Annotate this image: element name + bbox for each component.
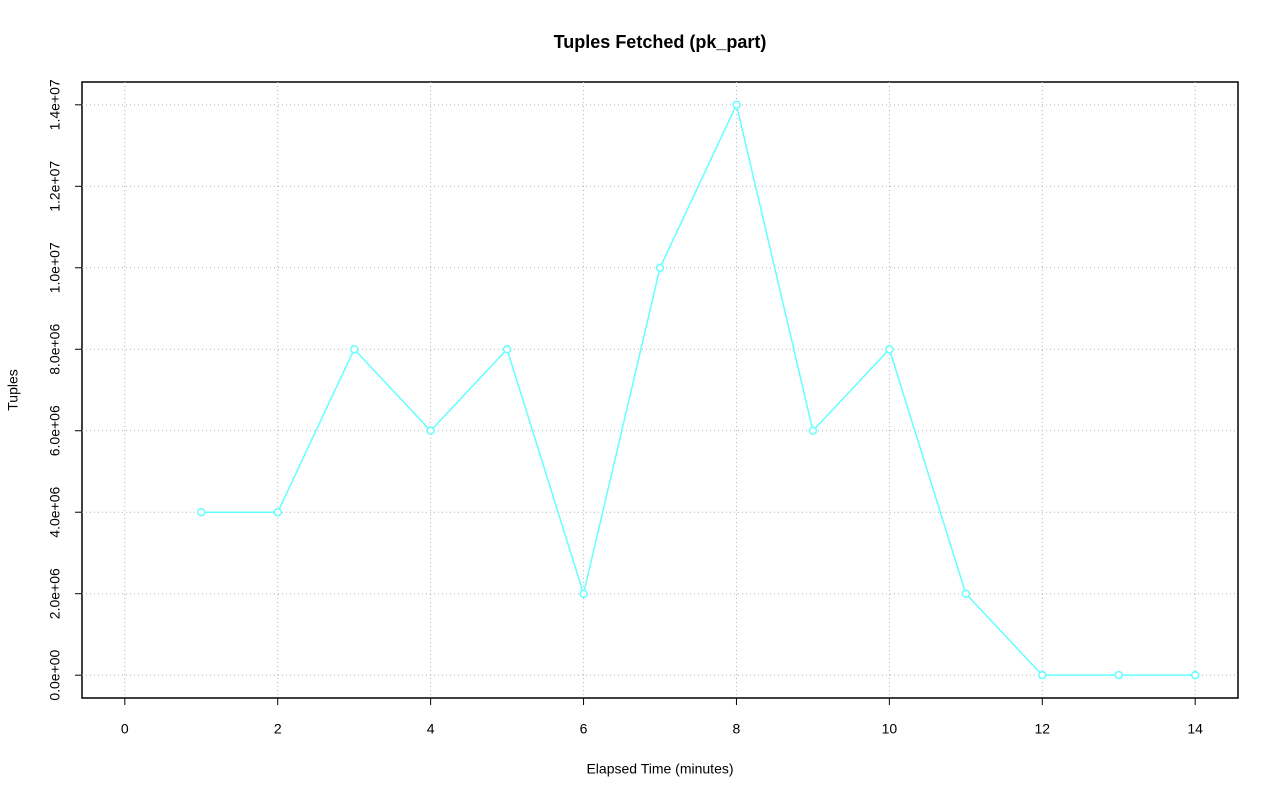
y-axis-label: Tuples bbox=[5, 369, 21, 411]
x-tick-label: 0 bbox=[121, 721, 129, 737]
data-point bbox=[349, 345, 359, 354]
x-tick-label: 12 bbox=[1034, 721, 1050, 737]
x-tick-label: 6 bbox=[580, 721, 588, 737]
y-tick-label: 1.4e+07 bbox=[47, 79, 63, 130]
data-point bbox=[1038, 670, 1047, 680]
data-point bbox=[885, 345, 894, 354]
data-point bbox=[961, 589, 971, 598]
y-tick-label: 1.0e+07 bbox=[47, 242, 63, 293]
data-point bbox=[426, 426, 435, 435]
x-tick-label: 2 bbox=[274, 721, 282, 737]
data-point bbox=[1114, 670, 1123, 680]
data-point bbox=[273, 507, 282, 517]
chart-title: Tuples Fetched (pk_part) bbox=[554, 32, 767, 52]
y-tick-label: 2.0e+06 bbox=[47, 568, 63, 619]
data-point bbox=[1190, 670, 1200, 680]
data-point bbox=[732, 100, 741, 110]
y-tick-label: 8.0e+06 bbox=[47, 324, 63, 375]
data-point bbox=[197, 507, 206, 517]
data-point bbox=[808, 426, 818, 435]
y-tick-label: 4.0e+06 bbox=[47, 487, 63, 538]
y-tick-label: 1.2e+07 bbox=[47, 161, 63, 212]
x-tick-label: 10 bbox=[882, 721, 898, 737]
data-line bbox=[201, 102, 1196, 676]
y-tick-label: 6.0e+06 bbox=[47, 405, 63, 456]
y-tick-label: 0.0e+00 bbox=[47, 649, 63, 700]
x-axis-label: Elapsed Time (minutes) bbox=[586, 761, 733, 777]
x-tick-label: 8 bbox=[733, 721, 741, 737]
x-tick-label: 14 bbox=[1187, 721, 1203, 737]
data-point bbox=[502, 345, 512, 354]
data-point bbox=[655, 263, 665, 273]
data-point bbox=[579, 589, 588, 598]
x-tick-label: 4 bbox=[427, 721, 435, 737]
plot-frame bbox=[81, 81, 1239, 699]
